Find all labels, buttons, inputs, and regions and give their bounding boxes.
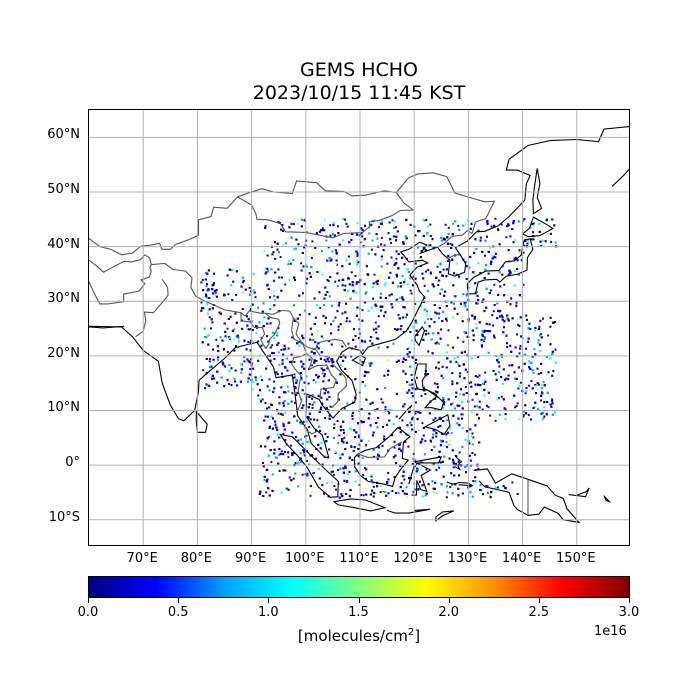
longitude-label: 150°E (556, 551, 596, 566)
coastline-pakistan (89, 325, 125, 329)
coastline-sakhalin (532, 168, 543, 215)
longitude-label: 90°E (234, 551, 267, 566)
longitude-label: 100°E (285, 551, 325, 566)
coastline-sulawesi (408, 456, 443, 496)
colorbar-tick-mark (178, 598, 180, 603)
border-india-pakistan (135, 278, 169, 338)
longitude-label: 70°E (126, 551, 158, 566)
coastline-borneo (354, 426, 411, 488)
coastline-okhotsk (549, 126, 629, 143)
coastlines-borders (89, 126, 629, 524)
border-mongolia-china (237, 192, 415, 239)
border-bangladesh (240, 312, 267, 349)
coastline-palawan (398, 404, 413, 420)
coastline-java (332, 498, 387, 512)
border-laos-vietnam-cambodia (315, 348, 347, 409)
border-central-asia-russia (89, 172, 496, 256)
units-superscript: 2 (407, 627, 415, 638)
coastline-india (89, 325, 263, 422)
coastline-lesser-sunda (386, 508, 430, 514)
coastline-new-britain (568, 487, 590, 498)
colorbar-tick-mark (268, 598, 270, 603)
map-panel (88, 109, 630, 546)
figure-title: GEMS HCHO (299, 59, 419, 81)
colorbar-exponent: 1e16 (594, 624, 627, 639)
colorbar-tick-label: 2.0 (438, 605, 459, 620)
longitude-label: 120°E (393, 551, 433, 566)
border-south-asia-china (89, 254, 347, 350)
map-canvas (89, 110, 629, 545)
longitude-label: 110°E (339, 551, 379, 566)
coastline-bougainville (603, 495, 612, 503)
border-myanmar-thailand (291, 353, 307, 411)
longitude-label: 140°E (501, 551, 542, 566)
colorbar-tick-mark (448, 598, 450, 603)
coastline-taiwan (414, 325, 426, 347)
coastline-hainan (351, 354, 367, 367)
units-bracket: ] (414, 627, 421, 645)
units-text: [molecules/cm (297, 627, 408, 645)
colorbar-tick-label: 1.5 (348, 605, 369, 620)
latitude-label: 0° (65, 455, 80, 471)
latitude-label: 30°N (47, 291, 80, 307)
figure-subtitle-datetime: 2023/10/15 11:45 KST (252, 82, 466, 104)
colorbar-tick-mark (88, 598, 89, 603)
latitude-label: 60°N (47, 127, 80, 143)
coastline-visayas (423, 395, 445, 411)
latitude-label: 50°N (47, 181, 80, 197)
border-china-korea (437, 230, 473, 248)
border-malaysia-thailand (305, 429, 318, 435)
colorbar-units-label: [molecules/cm2] (88, 627, 630, 645)
coastline-mindanao (423, 413, 451, 436)
colorbar-tick-label: 3.0 (618, 605, 640, 620)
colorbar-tick-mark (358, 598, 360, 603)
coastline-kamchatka (611, 168, 629, 187)
coastline-seram (446, 481, 473, 487)
coastline-hokkaido (521, 216, 555, 238)
coastline-sumatra (279, 433, 339, 498)
latitude-label: 10°S (48, 509, 80, 525)
colorbar-tick-mark (629, 598, 630, 603)
longitude-label: 80°E (180, 551, 213, 566)
colorbar-tick-label: 1.0 (257, 605, 279, 620)
coastline-japan (466, 238, 534, 295)
coastline-sri-lanka (195, 410, 208, 433)
border-india-myanmar (264, 312, 281, 350)
colorbar-tick-label: 2.5 (528, 605, 550, 620)
border-indochina (291, 317, 337, 399)
colorbar (88, 576, 630, 598)
latitude-label: 20°N (47, 345, 80, 361)
gridlines (89, 110, 629, 545)
colorbar-tick-mark (538, 598, 540, 603)
colorbar-tick-label: 0.0 (77, 605, 99, 620)
coastline-asia (261, 140, 550, 458)
colorbar-tick-label: 0.5 (167, 605, 189, 620)
latitude-label: 40°N (47, 236, 80, 252)
border-borneo (357, 441, 402, 458)
coastline-halmahera (454, 454, 463, 471)
border-korea-dmz (447, 253, 460, 260)
coastline-luzon (413, 363, 439, 399)
longitude-label: 130°E (447, 551, 488, 566)
latitude-label: 10°N (47, 400, 80, 416)
border-afghanistan-pakistan (89, 264, 152, 305)
